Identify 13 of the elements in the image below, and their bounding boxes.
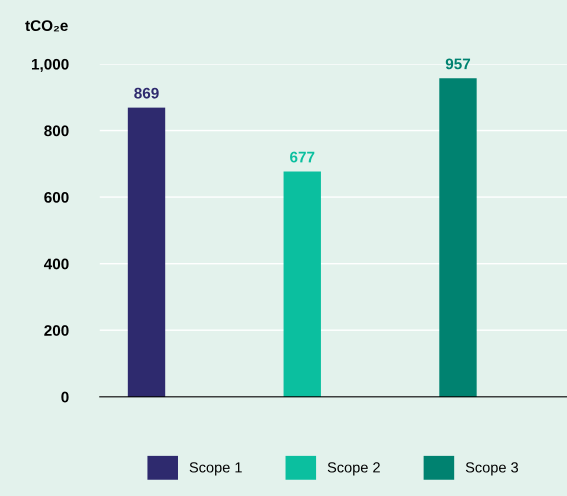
data-label: 869 xyxy=(134,88,159,99)
data-label: 677 xyxy=(290,152,314,162)
legend-label: Scope 1 xyxy=(190,462,242,476)
y-tick-label: 1,000 xyxy=(32,58,69,72)
y-tick-label: 200 xyxy=(44,325,69,336)
y-tick-label: 0 xyxy=(61,392,69,402)
legend-label: Scope 3 xyxy=(466,462,518,476)
legend-label: Scope 2 xyxy=(328,462,380,476)
y-tick-label: 400 xyxy=(44,258,69,270)
y-tick-label: 600 xyxy=(44,192,69,203)
y-axis-title: tCO₂e xyxy=(25,20,68,32)
data-label: 957 xyxy=(446,58,470,70)
y-tick-label: 800 xyxy=(44,125,69,136)
